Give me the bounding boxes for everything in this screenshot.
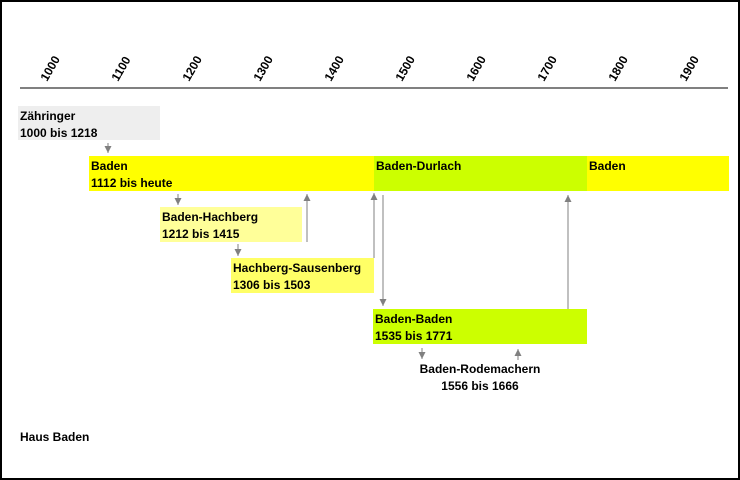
lineage-bar-baden-continued: Baden (587, 156, 729, 191)
lineage-bar-baden-hachberg: Baden-Hachberg 1212 bis 1415 (160, 207, 302, 242)
lineage-bar-baden-durlach: Baden-Durlach (374, 156, 587, 191)
tick-label-1100: 1100 (108, 54, 133, 84)
lineage-range: 1535 bis 1771 (375, 329, 453, 343)
lineage-name: Baden (589, 159, 626, 173)
lineage-name: Baden (91, 159, 128, 173)
lineage-name: Baden-Durlach (376, 159, 462, 173)
timeline-ticks: 1000 1100 1200 1300 1400 1500 1600 1700 1800 1900 (37, 53, 702, 83)
lineage-range: 1556 bis 1666 (441, 379, 519, 393)
lineage-range: 1112 bis heute (91, 176, 173, 190)
lineage-name: Baden-Rodemachern (419, 362, 541, 376)
tick-label-1600: 1600 (463, 53, 489, 83)
lineage-bar-zaehringer: Zähringer 1000 bis 1218 (18, 106, 160, 140)
tick-label-1400: 1400 (321, 53, 347, 83)
tick-label-1500: 1500 (392, 53, 418, 83)
tick-label-1000: 1000 (37, 53, 63, 83)
lineage-name: Baden-Baden (375, 312, 453, 326)
lineage-range: 1212 bis 1415 (162, 227, 240, 241)
lineage-bar-baden-baden: Baden-Baden 1535 bis 1771 (373, 309, 587, 344)
lineage-name: Baden-Hachberg (162, 210, 259, 224)
lineage-bar-baden: Baden 1112 bis heute (89, 156, 374, 191)
lineage-name: Zähringer (20, 109, 76, 123)
lineage-bar-hachberg-sausenberg: Hachberg-Sausenberg 1306 bis 1503 (231, 258, 374, 293)
tick-label-1300: 1300 (250, 53, 276, 83)
tick-label-1700: 1700 (534, 53, 560, 83)
tick-label-1800: 1800 (605, 53, 631, 83)
lineage-range: 1306 bis 1503 (233, 278, 311, 292)
tick-label-1900: 1900 (676, 53, 702, 83)
lineage-range: 1000 bis 1218 (20, 126, 98, 140)
diagram-title: Haus Baden (20, 430, 90, 444)
lineage-name: Hachberg-Sausenberg (233, 261, 362, 275)
lineage-label-baden-rodemachern: Baden-Rodemachern 1556 bis 1666 (402, 361, 558, 395)
tick-label-1200: 1200 (179, 53, 205, 83)
